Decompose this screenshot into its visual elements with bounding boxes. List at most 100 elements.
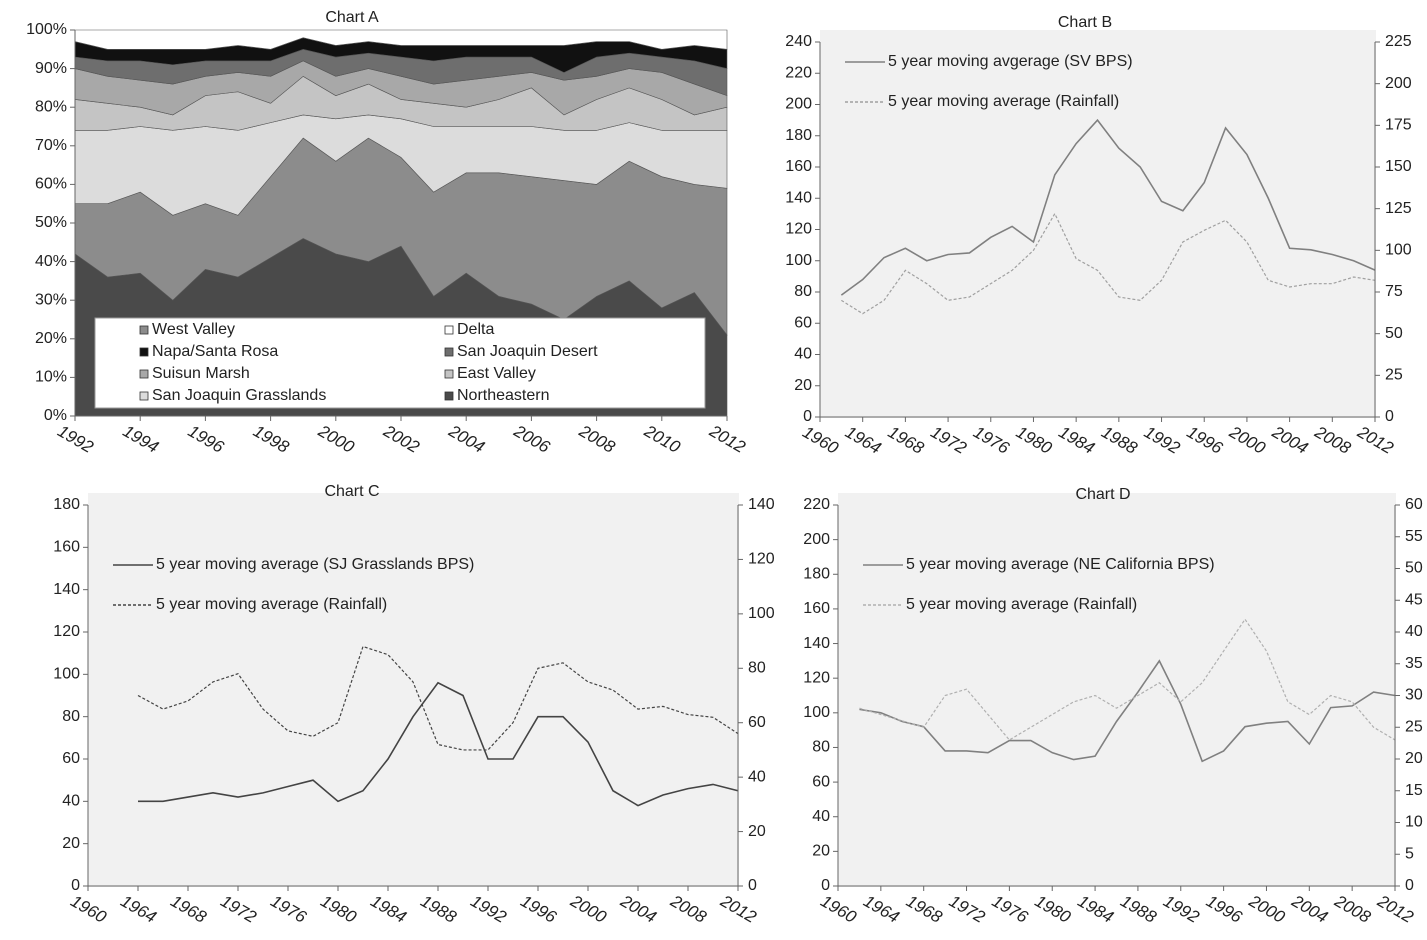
x-tick-label: 1994: [120, 421, 162, 456]
x-tick-label: 2004: [1268, 422, 1311, 458]
y2-tick-label: 120: [748, 551, 775, 568]
y-tick-label: 180: [53, 496, 80, 513]
y-tick-label: 20%: [35, 330, 67, 347]
y2-tick-label: 60: [1405, 496, 1423, 513]
legend-box: [94, 317, 706, 409]
y-tick-label: 80: [812, 739, 830, 756]
y2-tick-label: 55: [1405, 528, 1423, 545]
y2-tick-label: 40: [1405, 623, 1423, 640]
legend-label: Napa/Santa Rosa: [152, 343, 278, 360]
x-tick-label: 1960: [817, 891, 860, 927]
y-tick-label: 120: [785, 221, 812, 238]
x-tick-label: 1972: [217, 891, 260, 927]
y-tick-label: 10%: [35, 369, 67, 386]
y-tick-label: 70%: [35, 137, 67, 154]
y-tick-label: 40%: [35, 253, 67, 270]
y-tick-label: 100: [53, 666, 80, 683]
y-tick-label: 40: [812, 808, 830, 825]
y2-tick-label: 50: [1405, 560, 1423, 577]
y2-tick-label: 25: [1385, 367, 1403, 384]
x-tick-label: 2012: [1374, 891, 1418, 927]
x-tick-label: 1964: [117, 891, 159, 926]
y-tick-label: 60: [794, 314, 812, 331]
y-tick-label: 140: [53, 581, 80, 598]
legend-label: 5 year moving average (NE California BPS…: [906, 556, 1215, 573]
legend-swatch: [139, 369, 149, 379]
legend-label: East Valley: [457, 365, 536, 382]
y-tick-label: 100: [785, 252, 812, 269]
x-tick-label: 1960: [67, 891, 110, 927]
y2-tick-label: 75: [1385, 283, 1403, 300]
x-tick-label: 2006: [510, 421, 554, 457]
y2-tick-label: 200: [1385, 75, 1412, 92]
y-tick-label: 200: [803, 531, 830, 548]
x-tick-label: 2002: [380, 421, 424, 457]
legend-label: 5 year moving avgerage (SV BPS): [888, 53, 1133, 70]
x-tick-label: 1964: [860, 891, 902, 926]
y-tick-label: 140: [803, 635, 830, 652]
y-tick-label: 220: [785, 64, 812, 81]
chart-title: Chart D: [1075, 486, 1130, 503]
plot-background: [838, 493, 1396, 887]
y2-tick-label: 100: [748, 605, 775, 622]
x-tick-label: 2012: [717, 891, 761, 927]
legend-swatch: [444, 391, 454, 401]
data-line: [137, 645, 739, 751]
x-tick-label: 1980: [1032, 891, 1075, 927]
x-tick-label: 1968: [167, 891, 210, 927]
y2-tick-label: 25: [1405, 718, 1423, 735]
chart-title: Chart B: [1058, 14, 1112, 31]
y2-tick-label: 60: [748, 714, 766, 731]
data-line: [840, 118, 1376, 296]
y-tick-label: 220: [803, 496, 830, 513]
y-tick-label: 140: [785, 189, 812, 206]
y2-tick-label: 125: [1385, 200, 1412, 217]
legend-label: 5 year moving average (Rainfall): [888, 93, 1119, 110]
area-segment: [74, 29, 728, 50]
x-tick-label: 1960: [799, 422, 842, 458]
x-tick-label: 1984: [1056, 422, 1098, 457]
legend-swatch: [139, 347, 149, 357]
x-tick-label: 2004: [445, 421, 488, 457]
legend-swatch: [139, 325, 149, 335]
y-tick-label: 0: [71, 877, 80, 894]
legend-label: San Joaquin Desert: [457, 343, 598, 360]
x-tick-label: 2000: [567, 891, 611, 927]
y-tick-label: 20: [812, 843, 830, 860]
x-tick-label: 2000: [1245, 891, 1289, 927]
x-tick-label: 1984: [367, 891, 409, 926]
y2-tick-label: 50: [1385, 325, 1403, 342]
y-tick-label: 20: [794, 377, 812, 394]
data-line: [841, 212, 1376, 315]
y-tick-label: 20: [62, 835, 80, 852]
x-tick-label: 2000: [314, 421, 358, 457]
y-tick-label: 80%: [35, 98, 67, 115]
y-tick-label: 30%: [35, 291, 67, 308]
legend-swatch: [139, 391, 149, 401]
x-tick-label: 2010: [640, 421, 684, 457]
x-tick-label: 2008: [575, 421, 619, 457]
x-tick-label: 2008: [1331, 891, 1375, 927]
x-tick-label: 1996: [517, 891, 560, 927]
y2-tick-label: 20: [1405, 750, 1423, 767]
x-tick-label: 1988: [1117, 891, 1160, 927]
y-tick-label: 0: [821, 877, 830, 894]
x-tick-label: 2000: [1225, 422, 1269, 458]
y-tick-label: 60: [812, 773, 830, 790]
y2-tick-label: 100: [1385, 242, 1412, 259]
legend-swatch: [444, 325, 454, 335]
data-line: [859, 659, 1396, 763]
y2-tick-label: 35: [1405, 655, 1423, 672]
x-tick-label: 1968: [885, 422, 928, 458]
y-tick-label: 180: [803, 565, 830, 582]
y-tick-label: 0%: [44, 407, 67, 424]
y2-tick-label: 10: [1405, 814, 1423, 831]
x-tick-label: 1992: [1160, 891, 1203, 927]
y-tick-label: 60%: [35, 176, 67, 193]
y-tick-label: 240: [785, 33, 812, 50]
x-tick-label: 1996: [1203, 891, 1246, 927]
y2-tick-label: 140: [748, 496, 775, 513]
y-tick-label: 160: [785, 158, 812, 175]
legend-label: Northeastern: [457, 387, 550, 404]
